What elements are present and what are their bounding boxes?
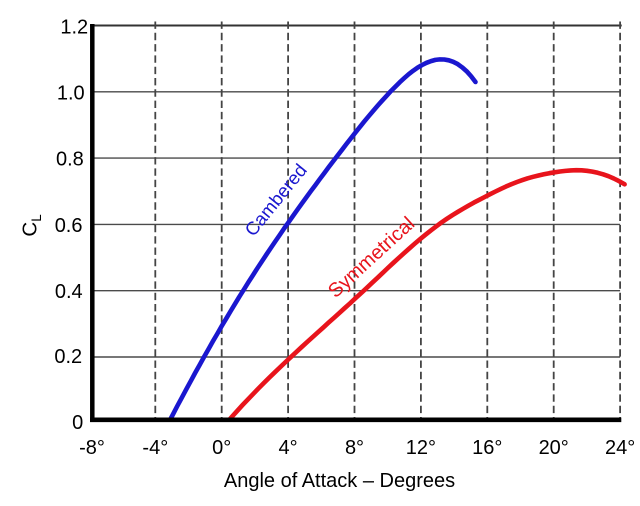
svg-text:Angle of Attack – Degrees: Angle of Attack – Degrees: [224, 470, 455, 492]
svg-text:1.2: 1.2: [60, 17, 88, 39]
svg-text:0°: 0°: [212, 437, 231, 459]
svg-text:24°: 24°: [605, 437, 635, 459]
svg-text:8°: 8°: [345, 437, 364, 459]
svg-text:0.8: 0.8: [56, 149, 84, 171]
svg-text:0: 0: [72, 412, 83, 434]
svg-text:12°: 12°: [406, 437, 436, 459]
svg-text:1.0: 1.0: [57, 83, 85, 105]
svg-text:-8°: -8°: [79, 437, 105, 459]
svg-text:0.2: 0.2: [54, 346, 82, 368]
svg-text:4°: 4°: [279, 437, 298, 459]
svg-text:0.6: 0.6: [55, 215, 83, 237]
svg-text:16°: 16°: [472, 437, 502, 459]
svg-text:0.4: 0.4: [55, 281, 83, 303]
svg-text:20°: 20°: [539, 437, 569, 459]
svg-text:-4°: -4°: [142, 437, 168, 459]
